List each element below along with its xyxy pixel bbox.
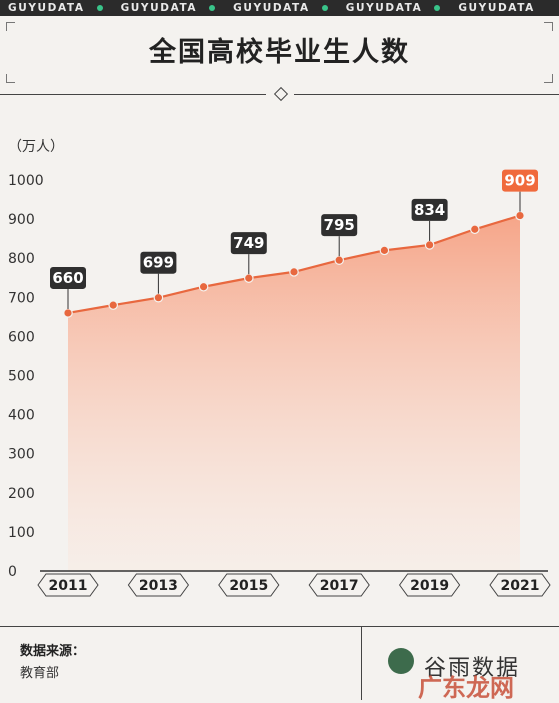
x-tick-badge (489, 573, 551, 597)
footer-divider (0, 626, 559, 627)
y-tick-label: 600 (8, 329, 35, 345)
x-tick-label: 2019 (410, 578, 449, 594)
data-point (289, 267, 299, 277)
data-point (198, 281, 209, 292)
data-point (515, 210, 525, 221)
frame-corner (544, 74, 553, 83)
ticker-brand-text: GUYUDATA (345, 2, 423, 14)
data-label-box (230, 232, 267, 255)
area-fill (68, 215, 520, 571)
y-tick-label: 300 (8, 447, 35, 463)
y-tick-label: 200 (8, 486, 35, 502)
ticker-brand-text: GUYUDATA (458, 2, 535, 14)
x-tick-badge (218, 573, 280, 597)
x-tick-label: 2015 (229, 578, 268, 594)
x-tick-badge (398, 573, 461, 597)
source-label: 数据来源： (20, 644, 86, 659)
ticker-brand-text: GUYUDATA (8, 2, 85, 14)
data-label: 795 (324, 216, 355, 234)
data-point (63, 308, 73, 318)
data-point (424, 240, 435, 250)
y-tick-label: 100 (8, 525, 35, 541)
frame-corner (6, 74, 15, 83)
x-tick-label: 2011 (49, 578, 88, 594)
chart-title: 全国高校毕业生人数 (149, 37, 410, 68)
y-tick-label: 800 (8, 251, 35, 267)
data-label: 909 (504, 172, 535, 190)
ticker-brand-text: GUYUDATA (233, 2, 310, 14)
x-tick-badge (308, 573, 370, 597)
x-tick-label: 2021 (501, 578, 540, 594)
footer-divider (361, 626, 362, 700)
y-tick-label: 400 (8, 408, 35, 424)
data-label-box (50, 266, 86, 289)
ticker-dot-icon (209, 4, 216, 11)
data-label-box (321, 214, 358, 237)
y-tick-label: 500 (8, 369, 35, 385)
brand-ticker: GUYUDATA GUYUDATA GUYUDATA GUYUDATA GUYUDATA (0, 0, 559, 16)
data-label-box (140, 251, 177, 274)
ticker-dot-icon (434, 4, 441, 11)
y-tick-label: 1000 (8, 173, 44, 189)
data-point (244, 273, 254, 283)
watermark: 广东龙网 (418, 674, 514, 702)
data-point (469, 224, 480, 235)
ticker-dot-icon (96, 4, 103, 11)
data-point (153, 292, 164, 303)
data-label: 699 (143, 254, 174, 272)
x-tick-badge (127, 573, 190, 597)
data-label: 749 (233, 234, 264, 252)
divider-line (0, 94, 266, 95)
divider-line (294, 94, 559, 95)
x-tick-badge (37, 573, 99, 597)
y-axis-unit-label: （万人） (8, 139, 64, 155)
data-point (334, 255, 344, 265)
ticker-brand-text: GUYUDATA (120, 2, 198, 14)
data-label-box (502, 169, 538, 192)
ticker-dot-icon (321, 4, 328, 11)
data-point (379, 245, 390, 256)
y-tick-label: 700 (8, 290, 35, 306)
bird-logo-icon (388, 648, 414, 674)
source-value: 教育部 (20, 666, 60, 681)
data-label-box (411, 198, 448, 221)
area-chart: 0 100 200 300 400 500 600 700 800 900 1000 660 699 74… (8, 169, 551, 597)
y-tick-label: 0 (8, 564, 17, 580)
y-tick-label: 900 (8, 212, 35, 228)
data-point (108, 300, 118, 310)
data-label: 660 (52, 269, 83, 287)
frame-corner (544, 22, 553, 31)
brand-logo-text: 谷雨数据 (424, 656, 521, 681)
data-label: 834 (414, 201, 445, 219)
frame-corner (6, 22, 15, 31)
x-tick-label: 2017 (320, 578, 359, 594)
x-tick-label: 2013 (139, 578, 178, 594)
